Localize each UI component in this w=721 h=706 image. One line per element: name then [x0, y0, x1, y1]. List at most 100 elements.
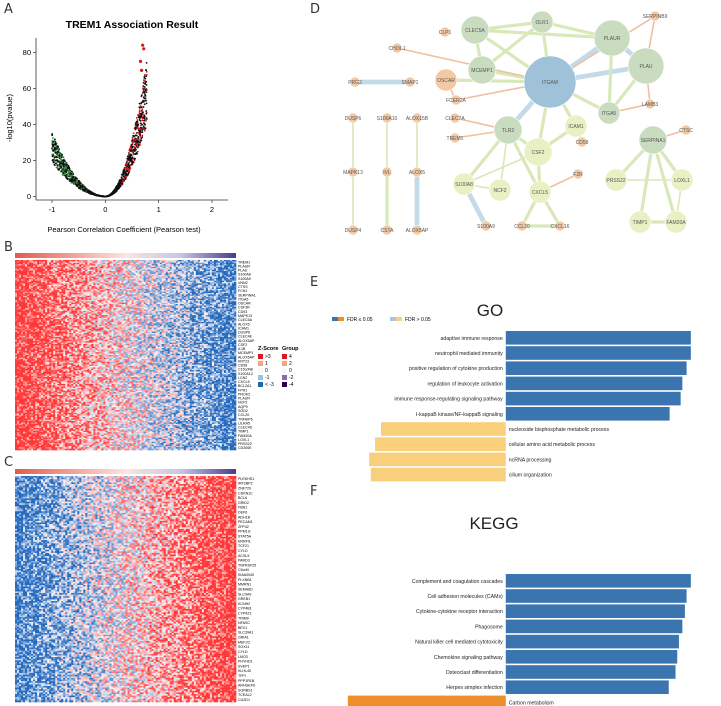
heatmap-cell — [231, 277, 235, 280]
heatmap-cell — [213, 283, 217, 286]
heatmap-cell — [199, 271, 203, 273]
heatmap-cell — [23, 265, 26, 268]
heatmap-cell — [97, 293, 100, 295]
heatmap-cell — [81, 297, 84, 299]
heatmap-cell — [35, 273, 38, 276]
heatmap-cell — [109, 297, 112, 299]
heatmap-cell — [173, 286, 177, 288]
heatmap-cell — [227, 288, 231, 291]
heatmap-cell — [73, 283, 76, 286]
heatmap-cell — [211, 273, 215, 276]
heatmap-cell — [37, 286, 40, 288]
heatmap-cell — [75, 271, 78, 273]
heatmap-cell — [121, 276, 124, 279]
heatmap-cell — [203, 297, 207, 299]
heatmap-cell — [27, 301, 30, 303]
heatmap-cell — [233, 271, 237, 273]
heatmap-cell — [59, 262, 62, 265]
heatmap-cell — [55, 297, 58, 299]
data-point — [58, 163, 61, 166]
heatmap-cell — [67, 280, 70, 283]
heatmap-cell — [169, 288, 173, 291]
heatmap-cell — [187, 272, 191, 275]
heatmap-cell — [121, 288, 124, 291]
heatmap-cell — [199, 268, 203, 270]
heatmap-cell — [33, 268, 36, 270]
heatmap-cell — [199, 266, 203, 269]
data-point — [131, 137, 134, 139]
heatmap-cell — [151, 265, 154, 268]
heatmap-cell — [163, 262, 166, 265]
heatmap-cell — [231, 261, 235, 264]
heatmap-cell — [143, 262, 146, 265]
heatmap-cell — [79, 297, 82, 299]
heatmap-cell — [41, 276, 44, 279]
heatmap-cell — [95, 288, 98, 291]
heatmap-cell — [43, 290, 46, 292]
heatmap-cell — [107, 282, 110, 284]
heatmap-cell — [19, 264, 22, 266]
heatmap-cell — [223, 298, 227, 301]
data-point — [142, 100, 145, 103]
heatmap-cell — [195, 279, 199, 281]
heatmap-cell — [133, 299, 136, 302]
heatmap-cell — [127, 265, 130, 268]
heatmap-cell — [83, 287, 86, 290]
heatmap-cell — [199, 264, 203, 266]
heatmap-cell — [215, 265, 219, 268]
heatmap-cell — [45, 275, 48, 277]
heatmap-cell — [33, 287, 36, 290]
heatmap-cell — [205, 293, 209, 295]
heatmap-cell — [233, 266, 237, 269]
heatmap-cell — [157, 284, 160, 287]
heatmap-cell — [161, 287, 164, 290]
heatmap-cell — [37, 302, 40, 305]
heatmap-cell — [155, 277, 158, 280]
heatmap-cell — [99, 275, 102, 277]
heatmap-cell — [47, 269, 50, 272]
data-point — [82, 187, 85, 189]
heatmap-cell — [107, 295, 110, 298]
heatmap-cell — [145, 279, 148, 281]
heatmap-cell — [35, 268, 38, 270]
heatmap-cell — [227, 277, 231, 280]
heatmap-cell — [229, 290, 233, 292]
heatmap-cell — [229, 276, 233, 279]
heatmap-cell — [181, 261, 185, 264]
heatmap-cell — [173, 282, 177, 284]
heatmap-cell — [17, 293, 20, 295]
highlight-point — [141, 43, 145, 47]
heatmap-cell — [197, 266, 201, 269]
heatmap-cell — [127, 261, 130, 264]
heatmap-cell — [95, 264, 98, 266]
heatmap-cell — [205, 283, 209, 286]
data-point — [139, 112, 142, 115]
heatmap-cell — [227, 282, 231, 284]
heatmap-cell — [147, 272, 150, 275]
heatmap-cell — [147, 297, 150, 299]
heatmap-cell — [175, 271, 179, 273]
heatmap-cell — [69, 272, 72, 275]
heatmap-cell — [31, 280, 34, 283]
heatmap-cell — [51, 260, 54, 262]
heatmap-cell — [175, 272, 179, 275]
heatmap-cell — [197, 268, 201, 270]
heatmap-cell — [197, 269, 201, 272]
heatmap-cell — [229, 265, 233, 268]
data-point — [139, 119, 142, 122]
heatmap-cell — [65, 265, 68, 268]
heatmap-cell — [201, 280, 205, 283]
heatmap-cell — [163, 261, 166, 264]
heatmap-cell — [99, 290, 102, 292]
heatmap-cell — [217, 266, 221, 269]
heatmap-cell — [177, 284, 181, 287]
heatmap-cell — [219, 277, 223, 280]
heatmap-cell — [37, 264, 40, 266]
heatmap-cell — [211, 264, 215, 266]
heatmap-cell — [69, 282, 72, 284]
heatmap-cell — [93, 294, 96, 297]
heatmap-cell — [105, 262, 108, 265]
heatmap-cell — [49, 271, 52, 273]
heatmap-cells — [15, 260, 237, 451]
heatmap-cell — [191, 273, 195, 276]
